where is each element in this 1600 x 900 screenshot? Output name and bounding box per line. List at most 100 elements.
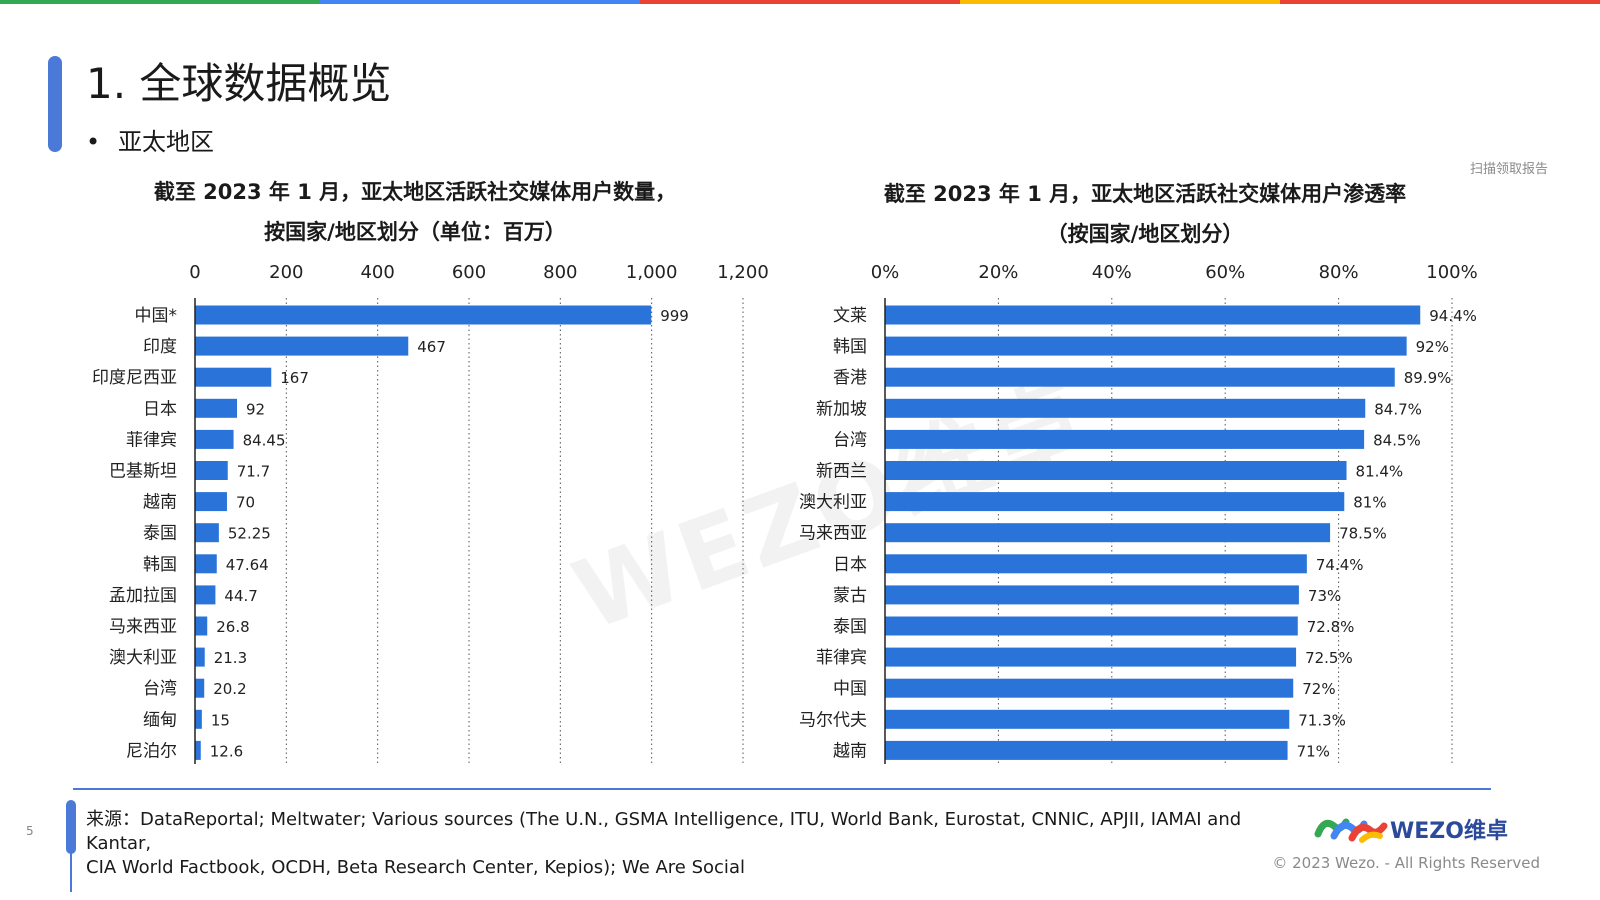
right-chart-value-label: 92% (1416, 338, 1449, 356)
right-chart-tick-label: 60% (1205, 262, 1245, 283)
left-chart-category-label: 印度尼西亚 (92, 368, 177, 388)
right-chart-bar (885, 554, 1307, 574)
left-chart-title-line: 按国家/地区划分（单位：百万） (264, 220, 566, 244)
left-chart-title: 截至 2023 年 1 月，亚太地区活跃社交媒体用户数量， 按国家/地区划分（单… (130, 172, 700, 252)
left-chart-value-label: 47.64 (226, 556, 269, 574)
right-chart-bar (885, 461, 1347, 480)
right-chart-category-label: 马来西亚 (799, 524, 867, 544)
right-chart-category-label: 日本 (833, 555, 867, 575)
source-note: 来源：DataReportal; Meltwater; Various sour… (86, 808, 1306, 880)
footer-vertical-line (70, 850, 72, 892)
left-chart-value-label: 71.7 (237, 463, 270, 481)
left-chart-bar (195, 647, 205, 667)
top-bar-segment (0, 0, 320, 4)
source-line: 来源：DataReportal; Meltwater; Various sour… (86, 809, 1242, 854)
footer-accent-bar (66, 800, 76, 854)
top-bar-segment (1280, 0, 1600, 4)
page-title: 1. 全球数据概览 (86, 59, 392, 108)
left-chart-category-label: 澳大利亚 (109, 648, 177, 668)
left-chart-bar (195, 429, 234, 449)
left-chart-value-label: 70 (236, 494, 255, 512)
left-chart-tick-label: 0 (189, 262, 200, 283)
right-chart-bar (885, 367, 1395, 387)
right-chart-tick-label: 0% (871, 262, 900, 283)
left-chart-value-label: 20.2 (213, 680, 246, 698)
left-chart-bar (195, 523, 219, 543)
left-chart-value-label: 167 (280, 369, 309, 387)
left-chart-value-label: 12.6 (210, 742, 243, 760)
left-chart-category-label: 马来西亚 (109, 617, 177, 637)
left-chart-bar (195, 709, 202, 729)
left-chart-category-label: 尼泊尔 (126, 741, 177, 761)
left-chart-bar (195, 336, 409, 356)
title-accent-bar (48, 56, 62, 152)
bullet: • (86, 128, 101, 156)
left-chart-category-label: 越南 (143, 493, 177, 513)
right-chart-tick-label: 20% (978, 262, 1018, 283)
right-chart-bar (885, 740, 1288, 760)
wezo-logo: WEZO维卓 (1314, 812, 1544, 846)
top-bar-segment (640, 0, 960, 4)
footer-divider (73, 788, 1491, 790)
right-chart-category-label: 新加坡 (816, 399, 867, 419)
right-chart-value-label: 71% (1297, 742, 1330, 760)
right-chart-tick-label: 100% (1426, 262, 1477, 283)
right-chart-value-label: 84.7% (1374, 400, 1422, 418)
right-chart-bar (885, 429, 1365, 449)
left-chart-value-label: 84.45 (243, 431, 286, 449)
right-chart-tick-label: 40% (1092, 262, 1132, 283)
left-chart-tick-label: 1,000 (626, 262, 678, 283)
left-chart-bar (195, 678, 205, 698)
left-chart-value-label: 44.7 (224, 587, 257, 605)
right-chart-bar (885, 678, 1294, 698)
left-chart-bar (195, 616, 208, 636)
right-chart-bar (885, 492, 1345, 512)
copyright: © 2023 Wezo. - All Rights Reserved (1272, 854, 1540, 872)
right-chart-bar (885, 585, 1299, 605)
left-chart-category-label: 巴基斯坦 (109, 462, 177, 482)
source-line: CIA World Factbook, OCDH, Beta Research … (86, 857, 745, 878)
left-chart-category-label: 泰国 (143, 524, 177, 544)
left-chart-category-label: 韩国 (143, 555, 177, 575)
left-chart-category-label: 印度 (143, 337, 177, 357)
right-chart-value-label: 71.3% (1298, 711, 1346, 729)
right-chart-value-label: 72.8% (1307, 618, 1355, 636)
left-chart-value-label: 92 (246, 400, 265, 418)
top-bar-segment (320, 0, 640, 4)
left-chart-bar (195, 740, 201, 760)
right-chart-bar (885, 709, 1290, 729)
left-chart-category-label: 中国* (135, 306, 178, 326)
right-chart-bar (885, 647, 1297, 667)
page-number: 5 (26, 824, 34, 838)
right-chart-category-label: 马尔代夫 (799, 710, 867, 730)
left-chart-value-label: 999 (660, 307, 689, 325)
left-chart-bar (195, 492, 227, 512)
scan-note[interactable]: 扫描领取报告 (1469, 162, 1548, 177)
right-chart-value-label: 94.4% (1429, 307, 1477, 325)
left-chart-category-label: 缅甸 (143, 710, 177, 730)
right-chart-value-label: 81% (1353, 494, 1386, 512)
right-chart-category-label: 中国 (833, 679, 867, 699)
page-subtitle: • 亚太地区 (86, 122, 214, 157)
left-chart-category-label: 台湾 (143, 679, 177, 699)
left-chart-tick-label: 400 (360, 262, 394, 283)
left-chart-bar (195, 305, 652, 325)
subtitle-text: 亚太地区 (118, 128, 214, 156)
right-chart-title: 截至 2023 年 1 月，亚太地区活跃社交媒体用户渗透率 （按国家/地区划分） (855, 174, 1435, 254)
left-chart-tick-label: 200 (269, 262, 303, 283)
left-chart-bar (195, 398, 238, 418)
left-chart-category-label: 日本 (143, 399, 177, 419)
left-chart-title-line: 截至 2023 年 1 月，亚太地区活跃社交媒体用户数量， (153, 180, 677, 204)
right-chart-category-label: 韩国 (833, 337, 867, 357)
right-chart-value-label: 72.5% (1305, 649, 1353, 667)
left-chart-value-label: 467 (417, 338, 446, 356)
right-chart-tick-label: 80% (1319, 262, 1359, 283)
right-chart-category-label: 蒙古 (833, 586, 867, 606)
right-chart-title-line: （按国家/地区划分） (1046, 222, 1244, 246)
right-chart-bar (885, 398, 1366, 418)
left-chart-value-label: 15 (211, 711, 230, 729)
right-chart-category-label: 澳大利亚 (799, 493, 867, 513)
right-chart-bar (885, 305, 1421, 325)
